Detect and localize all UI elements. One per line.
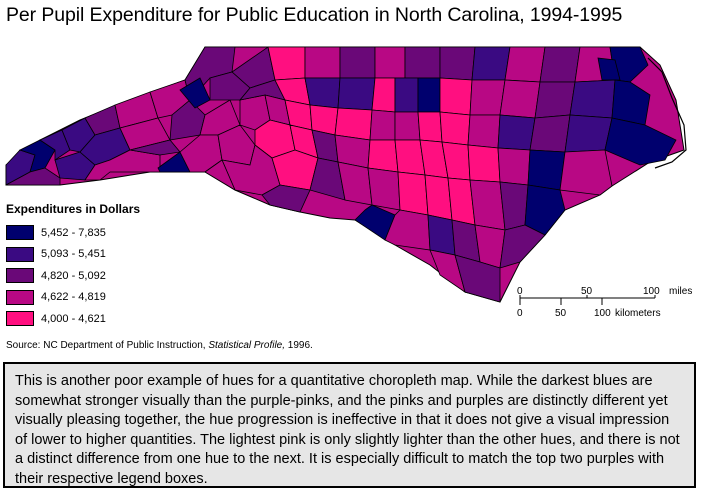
county [439,77,473,116]
county [267,46,306,81]
legend-swatch [6,268,34,284]
legend-swatch [6,289,34,305]
scale-km-50: 50 [555,308,567,319]
county [337,77,376,111]
county [367,139,399,173]
county [467,114,501,149]
legend-label: 5,452 - 7,835 [41,226,106,239]
county [497,114,536,151]
county [367,167,401,211]
scale-bar: 0 50 100 miles 0 50 100 kilometers [517,286,692,319]
legend-item: 4,000 - 4,621 [6,308,140,330]
legend-swatch [6,311,34,327]
county [497,147,531,186]
scale-mile-50: 50 [581,286,593,297]
county [559,149,613,196]
county [417,111,443,143]
legend-swatch [6,246,34,262]
legend-item: 4,622 - 4,819 [6,287,140,309]
legend-item: 4,820 - 5,092 [6,265,140,287]
county [454,254,501,303]
county [499,79,541,119]
legend-label: 4,622 - 4,819 [41,291,106,304]
county [471,46,511,81]
county [204,159,236,191]
source-citation: Source: NC Department of Public Instruct… [6,340,313,351]
county [467,144,501,183]
source-prefix: Source: NC Department of Public Instruct… [6,340,209,351]
legend-item: 5,093 - 5,451 [6,244,140,266]
county [371,77,396,113]
county [597,57,621,81]
legend-label: 4,000 - 4,621 [41,312,106,325]
county [394,77,419,113]
legend-swatch [6,225,34,241]
scale-miles-unit: miles [669,286,692,297]
legend-label: 4,820 - 5,092 [41,269,106,282]
county [539,46,581,83]
county [569,79,616,119]
county [304,77,341,109]
county [469,179,506,231]
legend-item: 5,452 - 7,835 [6,222,140,244]
county [397,171,429,216]
county [404,46,441,79]
county [39,129,71,161]
county [261,184,311,213]
county [427,214,456,256]
map-title: Per Pupil Expenditure for Public Educati… [6,4,623,26]
county [374,46,406,79]
county [524,184,566,236]
county [611,79,651,126]
scale-mile-0: 0 [517,286,523,297]
county [527,149,566,191]
county [439,46,476,81]
county [529,114,571,153]
county [339,46,376,79]
county [334,107,373,141]
county [369,109,396,141]
scale-km-0: 0 [517,308,523,319]
county [534,81,576,119]
legend: Expenditures in Dollars 5,452 - 7,835 5,0… [6,202,140,330]
county [424,174,453,221]
source-suffix: 1996. [285,340,313,351]
scale-km-100: 100 [594,308,611,319]
scale-mile-100: 100 [643,286,660,297]
county [5,167,61,186]
outer-banks [647,57,687,169]
county [439,111,471,146]
source-publication: Statistical Profile, [208,340,286,351]
county [499,224,546,269]
scale-km-unit: kilometers [615,308,661,319]
legend-title: Expenditures in Dollars [6,202,141,216]
county [469,79,506,116]
county [499,181,529,231]
county [304,46,341,79]
commentary-box: This is another poor example of hues for… [3,362,696,488]
county [564,114,613,153]
county [417,77,441,113]
county [394,111,421,141]
legend-label: 5,093 - 5,451 [41,248,106,261]
county [504,46,546,83]
